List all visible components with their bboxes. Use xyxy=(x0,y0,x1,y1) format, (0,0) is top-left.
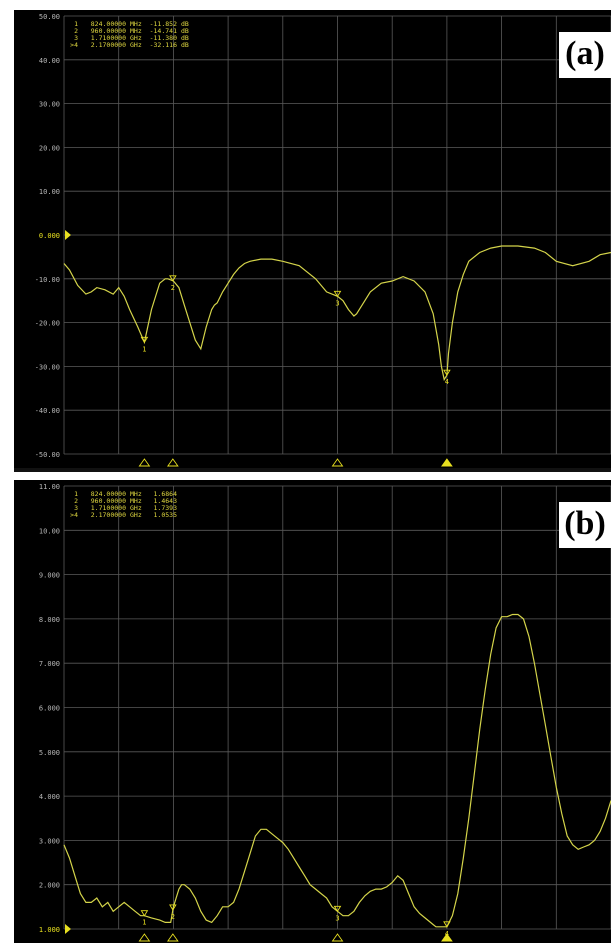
marker-readout-unit: GHz xyxy=(130,511,142,519)
marker-flag-icon xyxy=(169,904,177,911)
panel-b-chart: 11.00 10.00 9.000 8.000 7.000 6.000 5.000 4.000… xyxy=(14,480,611,943)
marker-readout-num: 2 xyxy=(74,27,78,35)
marker-readout-unit: MHz xyxy=(130,490,142,498)
marker-readout-value: 1.6864 xyxy=(154,490,178,498)
marker-readout-num: 3 xyxy=(74,34,78,42)
marker-flag-icon xyxy=(443,369,451,377)
y-tick-label: 10.00 xyxy=(39,527,60,535)
marker-flag-icon xyxy=(140,910,149,917)
marker-readout-value: 1.4643 xyxy=(154,497,178,505)
y-tick-label: 50.00 xyxy=(39,13,60,21)
y-tick-label: 1.000 xyxy=(39,926,60,934)
y-tick-label: 9.000 xyxy=(39,572,60,580)
marker-readout-num: 2 xyxy=(74,497,78,505)
marker-readout-value: 1.0535 xyxy=(154,511,178,519)
marker-readout-freq: 2.1700000 xyxy=(91,511,126,519)
marker-readout-value: 1.7393 xyxy=(154,504,178,512)
y-tick-label: 30.00 xyxy=(39,101,60,109)
y-tick-label: 5.000 xyxy=(39,749,60,757)
panel-b-label: (b) xyxy=(559,502,611,548)
marker-readout-value: -11.852 xyxy=(150,20,177,28)
reference-level-arrow-icon xyxy=(65,924,71,934)
y-tick-label: -50.00 xyxy=(35,451,60,459)
reference-level-arrow-icon xyxy=(65,230,71,240)
y-tick-label: 7.000 xyxy=(39,660,60,668)
marker-readout-num: >4 xyxy=(70,511,78,519)
y-tick-label: 0.000 xyxy=(39,232,60,240)
y-tick-label: 20.00 xyxy=(39,144,60,152)
marker-readout-freq: 824.00000 xyxy=(91,20,126,28)
y-tick-label: 3.000 xyxy=(39,837,60,845)
marker-readout-freq: 1.7100000 xyxy=(91,504,126,512)
marker-label: 1 xyxy=(142,345,146,353)
y-tick-label: -40.00 xyxy=(35,407,60,415)
marker-readout-value: -14.741 xyxy=(150,27,177,35)
marker-label: 3 xyxy=(335,299,339,307)
marker-readout-vunit: dB xyxy=(181,41,189,49)
marker-readout-freq: 1.7100000 xyxy=(91,34,126,42)
marker-position-triangle-icon xyxy=(166,458,179,467)
marker-readout-vunit: dB xyxy=(181,20,189,28)
marker-label: 2 xyxy=(171,913,175,921)
marker-position-triangle-icon xyxy=(441,458,453,467)
marker-position-triangle-icon xyxy=(138,933,151,942)
marker-flag-icon xyxy=(169,275,177,282)
vswr-plot: 11.00 10.00 9.000 8.000 7.000 6.000 5.000 4.000… xyxy=(39,483,611,942)
marker-readout-value: -11.380 xyxy=(150,34,177,42)
marker-position-triangle-icon xyxy=(331,933,344,942)
marker-readout-num: 1 xyxy=(74,20,78,28)
panel-divider xyxy=(14,468,611,472)
marker-readout-freq: 960.00000 xyxy=(91,497,126,505)
marker-readout-freq: 2.1700000 xyxy=(91,41,126,49)
s11-return-loss-plot: 50.00 40.00 30.00 20.00 10.00 0.000 -10.00 -20.… xyxy=(35,13,611,467)
marker-position-triangle-icon xyxy=(166,933,179,942)
y-tick-label: 6.000 xyxy=(39,705,60,713)
marker-readout-freq: 824.00000 xyxy=(91,490,126,498)
y-tick-label: -20.00 xyxy=(35,320,60,328)
marker-readout-unit: MHz xyxy=(130,20,142,28)
marker-flag-icon xyxy=(333,290,342,298)
marker-readout-unit: GHz xyxy=(130,41,142,49)
marker-flag-icon xyxy=(140,336,149,344)
marker-position-triangle-icon xyxy=(441,933,453,942)
marker-readout-num: >4 xyxy=(70,41,78,49)
y-tick-label: 2.000 xyxy=(39,882,60,890)
panel-a-label: (a) xyxy=(559,32,611,78)
marker-readout-num: 1 xyxy=(74,490,78,498)
marker-flag-icon xyxy=(443,921,451,928)
marker-readout-unit: MHz xyxy=(130,497,142,505)
marker-readout-unit: MHz xyxy=(130,27,142,35)
y-tick-label: 8.000 xyxy=(39,616,60,624)
y-tick-label: -30.00 xyxy=(35,363,60,371)
marker-readout-unit: GHz xyxy=(130,34,142,42)
marker-readout-value: -32.116 xyxy=(150,41,177,49)
marker-readout-vunit: dB xyxy=(181,34,189,42)
marker-label: 1 xyxy=(142,919,146,927)
marker-readout-unit: GHz xyxy=(130,504,142,512)
panel-a-chart: 50.00 40.00 30.00 20.00 10.00 0.000 -10.00 -20.… xyxy=(14,10,611,468)
y-tick-label: 4.000 xyxy=(39,793,60,801)
marker-position-triangle-icon xyxy=(138,458,151,467)
marker-readout-freq: 960.00000 xyxy=(91,27,126,35)
y-tick-label: 40.00 xyxy=(39,57,60,65)
marker-readout-num: 3 xyxy=(74,504,78,512)
marker-label: 2 xyxy=(171,284,175,292)
y-tick-label: -10.00 xyxy=(35,276,60,284)
y-tick-label: 10.00 xyxy=(39,188,60,196)
y-tick-label: 11.00 xyxy=(39,483,60,491)
marker-readout-vunit: dB xyxy=(181,27,189,35)
marker-flag-icon xyxy=(333,905,342,913)
marker-position-triangle-icon xyxy=(331,458,344,467)
marker-label: 4 xyxy=(445,378,449,386)
marker-label: 3 xyxy=(335,914,339,922)
